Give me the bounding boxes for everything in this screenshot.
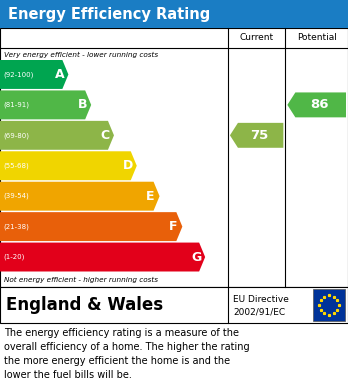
Text: Very energy efficient - lower running costs: Very energy efficient - lower running co…	[4, 52, 158, 58]
Text: Potential: Potential	[297, 34, 337, 43]
Text: Not energy efficient - higher running costs: Not energy efficient - higher running co…	[4, 277, 158, 283]
Text: A: A	[55, 68, 64, 81]
Polygon shape	[0, 60, 68, 89]
Polygon shape	[0, 121, 114, 150]
Text: E: E	[146, 190, 155, 203]
Text: overall efficiency of a home. The higher the rating: overall efficiency of a home. The higher…	[4, 342, 250, 352]
Text: the more energy efficient the home is and the: the more energy efficient the home is an…	[4, 356, 230, 366]
Text: B: B	[77, 99, 87, 111]
Text: The energy efficiency rating is a measure of the: The energy efficiency rating is a measur…	[4, 328, 239, 338]
Polygon shape	[287, 92, 346, 117]
Text: 75: 75	[251, 129, 269, 142]
Text: (55-68): (55-68)	[3, 163, 29, 169]
Text: G: G	[191, 251, 201, 264]
Text: C: C	[101, 129, 110, 142]
Text: England & Wales: England & Wales	[6, 296, 163, 314]
Bar	[0, 28, 348, 287]
Polygon shape	[0, 212, 182, 241]
Text: (21-38): (21-38)	[3, 223, 29, 230]
Text: F: F	[169, 220, 177, 233]
Polygon shape	[0, 242, 205, 271]
Text: (81-91): (81-91)	[3, 102, 29, 108]
Text: (1-20): (1-20)	[3, 254, 24, 260]
Polygon shape	[230, 123, 283, 148]
Text: 2002/91/EC: 2002/91/EC	[233, 308, 285, 317]
Text: 86: 86	[310, 99, 329, 111]
Text: (39-54): (39-54)	[3, 193, 29, 199]
Polygon shape	[0, 151, 137, 180]
Bar	[0, 0, 348, 28]
Bar	[0, 287, 348, 323]
Text: Current: Current	[239, 34, 274, 43]
Text: Energy Efficiency Rating: Energy Efficiency Rating	[8, 7, 210, 22]
Text: lower the fuel bills will be.: lower the fuel bills will be.	[4, 370, 132, 380]
Polygon shape	[0, 182, 159, 211]
Polygon shape	[0, 90, 91, 119]
Bar	[313, 289, 345, 321]
Text: (69-80): (69-80)	[3, 132, 29, 138]
Text: D: D	[122, 159, 133, 172]
Text: EU Directive: EU Directive	[233, 295, 289, 304]
Text: (92-100): (92-100)	[3, 71, 33, 78]
